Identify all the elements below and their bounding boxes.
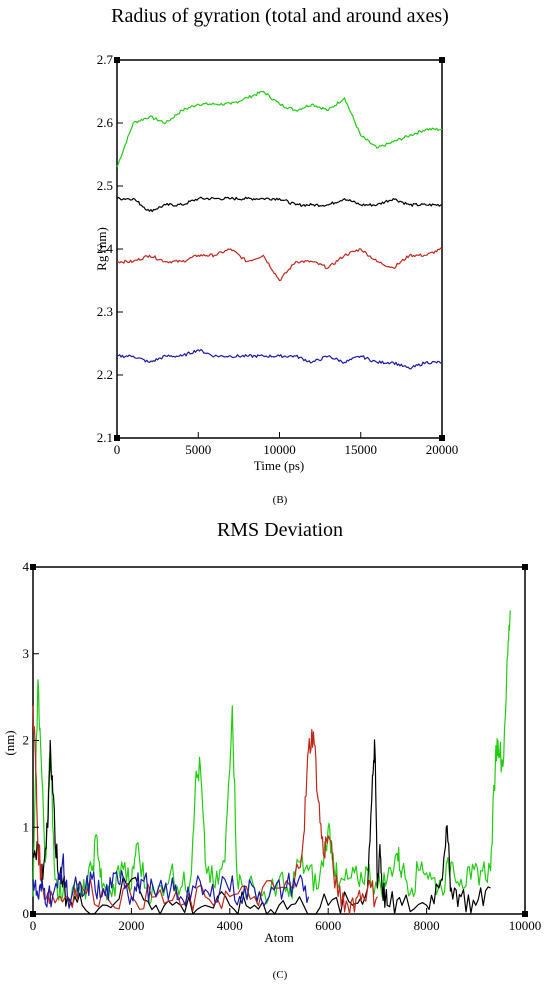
- figure-b-radius-of-gyration: Radius of gyration (total and around axe…: [94, 5, 459, 506]
- frame-corner-marker: [439, 435, 445, 441]
- series-line-4: [116, 348, 443, 370]
- y-tick-label: 2.6: [97, 115, 114, 130]
- x-tick-label: 15000: [345, 442, 378, 457]
- plot-frame: [116, 59, 443, 439]
- x-tick-label: 6000: [315, 918, 341, 933]
- chart-title: Radius of gyration (total and around axe…: [111, 5, 449, 27]
- y-axis-ticks: 2.1 2.2 2.3 2.4 2.5 2.6 2.7: [97, 52, 445, 445]
- x-tick-label: 10000: [509, 918, 542, 933]
- frame-corner-marker: [522, 911, 528, 917]
- y-tick-label: 2: [23, 733, 30, 748]
- chart-title: RMS Deviation: [217, 519, 343, 541]
- x-axis-label: Atom: [264, 930, 294, 945]
- x-tick-label: 0: [114, 442, 121, 457]
- y-tick-label: 2.1: [97, 430, 113, 445]
- frame-corner-marker: [114, 57, 120, 63]
- x-axis-ticks: 0 5000 10000 15000 20000: [114, 432, 459, 457]
- rmsd-chart-canvas: RMS Deviation 0 2000 4000 6000 8000 10000 0 1 2…: [2, 519, 542, 981]
- y-axis-label: (nm): [2, 730, 17, 755]
- frame-corner-marker: [522, 564, 528, 570]
- frame-corner-marker: [30, 564, 36, 570]
- y-tick-label: 2.5: [97, 178, 113, 193]
- series-line-1: [116, 90, 443, 168]
- figure-c-rms-deviation: RMS Deviation 0 2000 4000 6000 8000 10000 0 1 2…: [0, 512, 550, 984]
- plot-area: [116, 90, 443, 370]
- series-line-2: [116, 196, 443, 213]
- frame-corner-marker: [439, 57, 445, 63]
- x-tick-label: 2000: [118, 918, 144, 933]
- frame-corner-marker: [30, 911, 36, 917]
- frame-corner-marker: [114, 435, 120, 441]
- y-axis-label: Rg (nm): [94, 227, 109, 271]
- x-tick-label: 10000: [263, 442, 296, 457]
- series-line-3: [116, 247, 443, 282]
- y-tick-label: 2.4: [97, 241, 114, 256]
- panel-label: (C): [273, 969, 288, 981]
- x-tick-label: 8000: [414, 918, 440, 933]
- y-axis-ticks: 0 1 2 3 4: [23, 559, 528, 921]
- x-tick-label: 5000: [185, 442, 211, 457]
- y-tick-label: 2.2: [97, 367, 113, 382]
- series-line-4: [32, 853, 310, 909]
- plot-area: [32, 610, 511, 915]
- y-tick-label: 4: [23, 559, 30, 574]
- panel-label: (B): [273, 494, 288, 506]
- x-axis-ticks: 0 2000 4000 6000 8000 10000: [30, 908, 542, 933]
- series-line-3: [32, 705, 378, 915]
- x-tick-label: 4000: [217, 918, 243, 933]
- y-tick-label: 2.3: [97, 304, 113, 319]
- y-tick-label: 3: [23, 646, 30, 661]
- x-axis-label: Time (ps): [254, 458, 304, 473]
- series-line-1: [32, 610, 511, 906]
- rg-chart-canvas: Radius of gyration (total and around axe…: [94, 5, 459, 506]
- y-tick-label: 2.7: [97, 52, 114, 67]
- series-line-2: [32, 739, 491, 915]
- y-tick-label: 0: [23, 906, 30, 921]
- y-tick-label: 1: [23, 819, 30, 834]
- x-tick-label: 0: [30, 918, 37, 933]
- x-tick-label: 20000: [426, 442, 459, 457]
